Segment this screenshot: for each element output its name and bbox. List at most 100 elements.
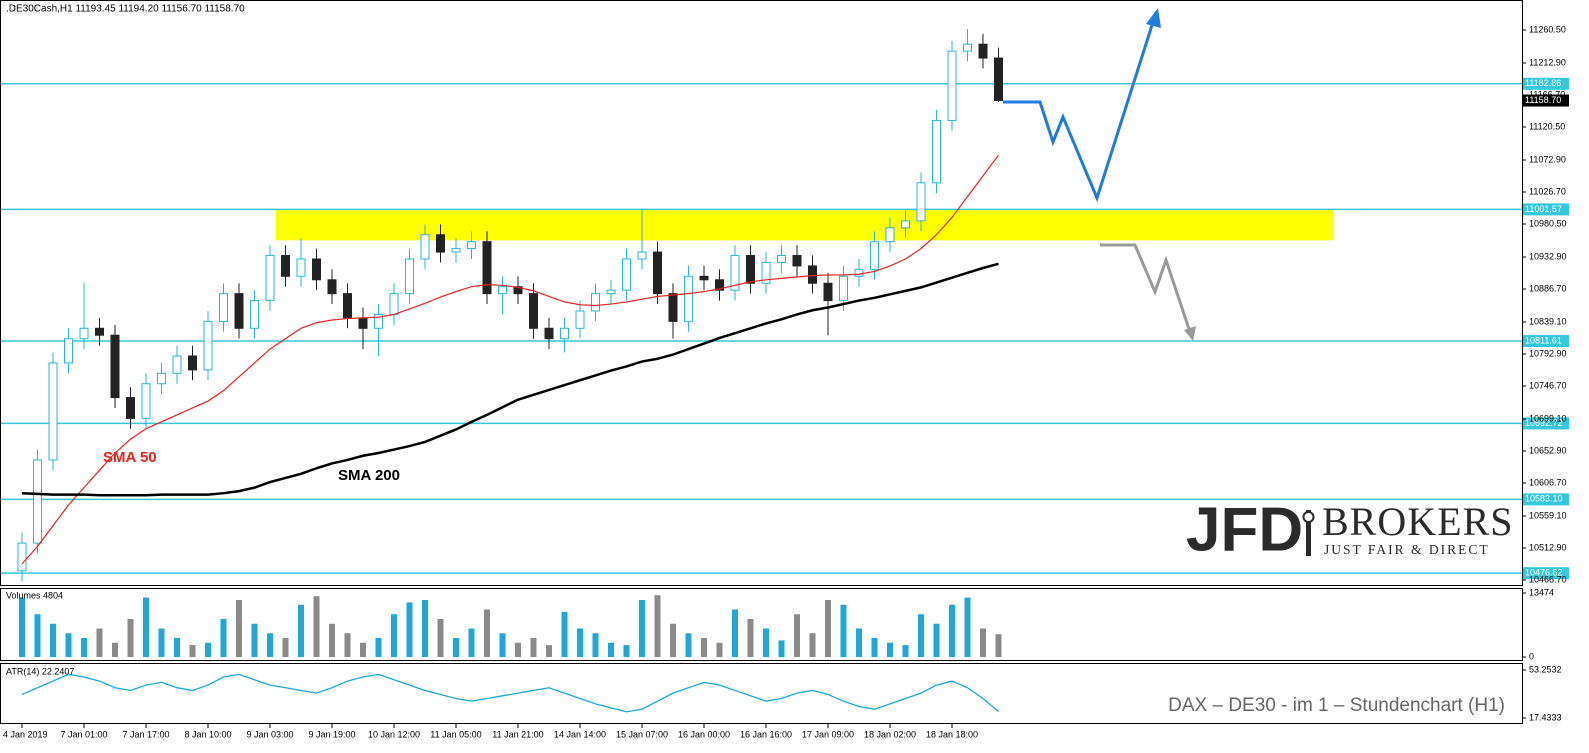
- y-tick-label: 11026.70: [1529, 186, 1566, 196]
- candle-body: [792, 255, 802, 267]
- candle-body: [808, 265, 817, 284]
- candle-body: [327, 279, 337, 295]
- volume-bar: [623, 645, 630, 657]
- volume-bar: [112, 642, 118, 657]
- volume-bar: [530, 638, 537, 657]
- candle-body: [560, 327, 569, 340]
- sma-line: [21, 262, 999, 497]
- candle-body: [715, 279, 724, 291]
- candle-body: [389, 293, 399, 315]
- y-tick-label: 11260.50: [1529, 24, 1566, 34]
- logo-brand: BROKERS: [1322, 499, 1514, 544]
- volume-bar: [406, 602, 413, 657]
- candle-body: [978, 43, 988, 59]
- volume-bar: [313, 596, 320, 657]
- volume-bar: [251, 623, 258, 657]
- volume-tick-label: 13474: [1529, 587, 1554, 597]
- candle-body: [591, 293, 600, 312]
- candle-body: [312, 258, 321, 281]
- level-label: 10811.61: [1525, 335, 1562, 345]
- volume-bar: [453, 638, 459, 657]
- volume-bar: [65, 633, 72, 657]
- candle-body: [823, 282, 833, 302]
- candle-body: [250, 300, 259, 329]
- candle-body: [343, 293, 352, 319]
- candle-body: [622, 258, 631, 291]
- volume-bar: [81, 638, 87, 657]
- volume-bar: [732, 609, 738, 657]
- volume-bar: [484, 609, 490, 657]
- chart-annotation: DAX – DE30 - im 1 – Stundenchart (H1): [1168, 695, 1505, 716]
- volume-bar: [158, 628, 165, 657]
- volume-bar: [205, 642, 211, 657]
- volume-bar: [949, 604, 955, 657]
- y-tick-label: 10792.90: [1529, 348, 1567, 358]
- volume-bar: [871, 638, 878, 657]
- candle-body: [436, 234, 445, 253]
- volume-title: Volumes 4804: [6, 590, 63, 600]
- y-tick-label: 11166.70: [1529, 89, 1565, 99]
- x-tick-label: 17 Jan 09:00: [802, 729, 854, 739]
- candle-body: [513, 286, 523, 295]
- candle-body: [64, 338, 73, 364]
- candle-body: [870, 241, 879, 270]
- level-label-box: [1523, 567, 1569, 580]
- candle-body: [281, 255, 290, 277]
- volume-bar: [654, 595, 661, 657]
- bullish-arrow: [1003, 21, 1155, 203]
- atr-title: ATR(14) 22.2407: [6, 666, 74, 676]
- y-tick-label: 10559.10: [1529, 510, 1567, 520]
- candle-body: [901, 220, 910, 229]
- volume-bar: [50, 623, 56, 657]
- volume-bar: [809, 633, 816, 657]
- candle-body: [234, 293, 244, 329]
- x-tick-label: 15 Jan 07:00: [616, 729, 668, 739]
- candle-body: [358, 317, 368, 329]
- volume-bar: [670, 623, 676, 657]
- y-tick-label: 10512.90: [1529, 542, 1567, 552]
- volume-bar: [902, 645, 909, 657]
- level-label-box: [1523, 493, 1569, 506]
- volume-bar: [856, 628, 862, 657]
- volume-bar: [189, 645, 196, 657]
- candle-body: [947, 50, 957, 121]
- volume-bar: [96, 628, 103, 657]
- y-tick-label: 10886.70: [1529, 283, 1567, 293]
- level-label-box: [1523, 77, 1569, 90]
- y-tick-label: 10466.70: [1529, 574, 1567, 584]
- volume-bar: [840, 604, 847, 657]
- candle-body: [885, 227, 895, 243]
- volume-bar: [546, 645, 552, 657]
- candle-body: [405, 258, 414, 295]
- atr-tick-label: 17.4333: [1529, 712, 1562, 722]
- volume-bar: [701, 638, 707, 657]
- logo-divider: [1306, 510, 1311, 556]
- sma-line: [21, 154, 999, 565]
- bullish-arrowhead: [1146, 8, 1161, 28]
- atr-frame: [0, 663, 1523, 724]
- volume-bar: [964, 597, 971, 657]
- x-tick-label: 9 Jan 03:00: [246, 729, 293, 739]
- x-tick-label: 18 Jan 02:00: [864, 729, 916, 739]
- y-tick-label: 11212.90: [1529, 57, 1566, 67]
- x-tick-label: 7 Jan 17:00: [122, 729, 169, 739]
- volume-bar: [794, 614, 800, 657]
- candle-body: [157, 372, 166, 385]
- bearish-arrowhead: [1184, 326, 1196, 341]
- volume-bar: [918, 614, 924, 657]
- level-label: 11182.86: [1525, 78, 1561, 88]
- level-label: 10692.72: [1525, 418, 1563, 428]
- y-tick-label: 11120.50: [1529, 121, 1565, 131]
- candle-body: [653, 251, 662, 295]
- candle-body: [467, 241, 476, 250]
- plot-layer: [0, 28, 1522, 713]
- volume-bar: [887, 642, 893, 657]
- volume-bar: [422, 600, 428, 657]
- chart-title: .DE30Cash,H1 11193.45 11194.20 11156.70 …: [6, 4, 245, 15]
- candle-body: [544, 327, 554, 340]
- atr-line: [21, 673, 999, 713]
- volume-bar: [995, 634, 1002, 657]
- candle-body: [172, 355, 182, 374]
- y-tick-label: 10980.50: [1529, 218, 1567, 228]
- axis-layer: 11182.86 11001.57 10811.61 10692.72 10583.10…: [3, 24, 1569, 739]
